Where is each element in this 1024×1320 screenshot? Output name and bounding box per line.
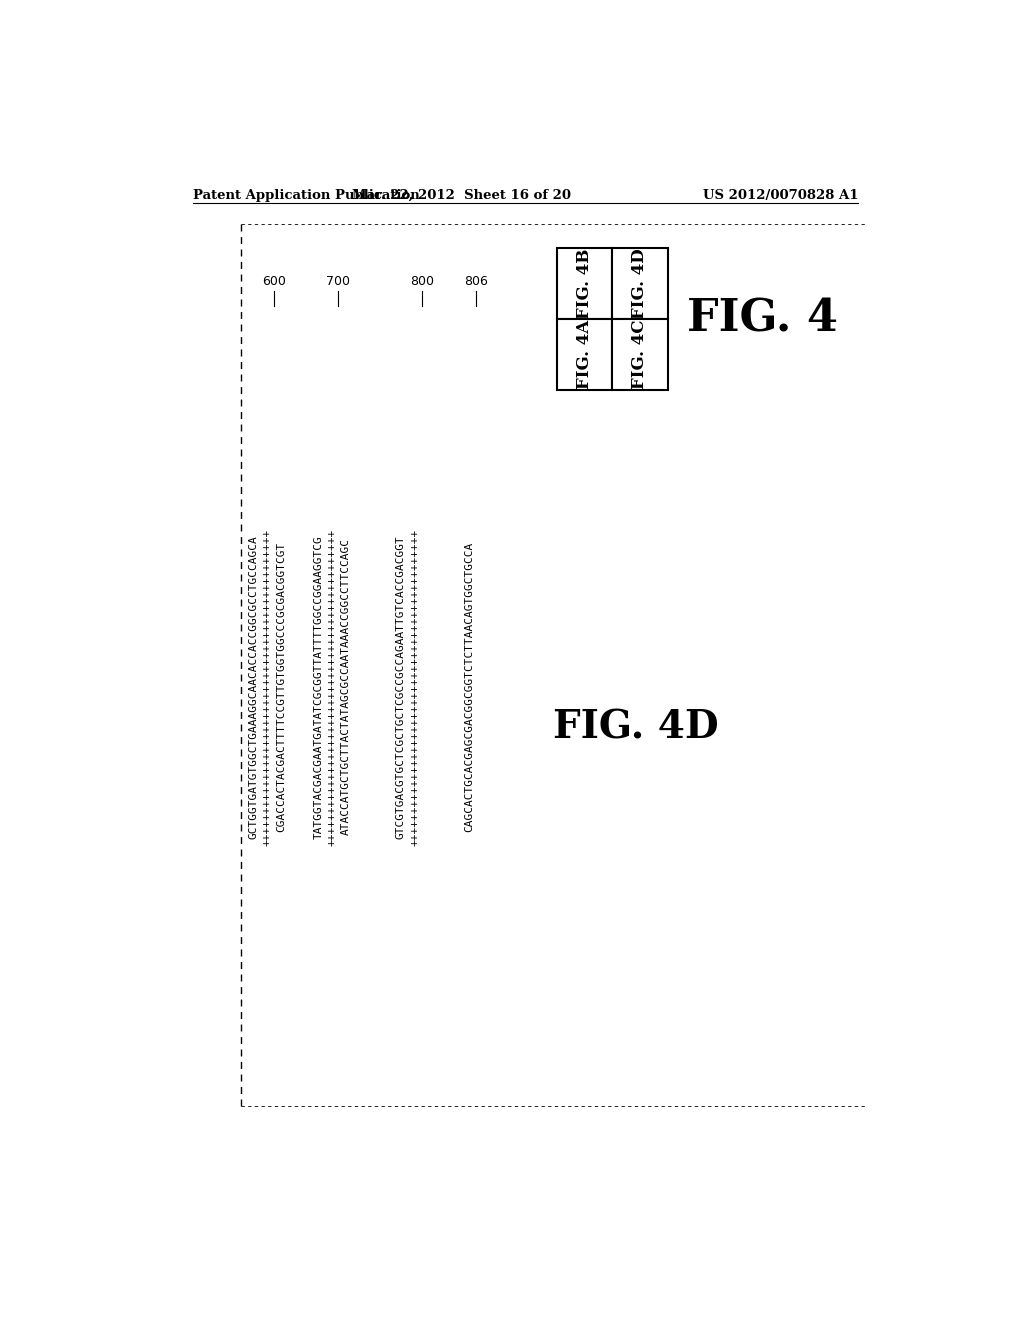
- Bar: [557, 319, 612, 391]
- Text: FIG. 4D: FIG. 4D: [553, 709, 719, 747]
- Text: TATGGTACGACGAATGATATCGCGGTTATTTTGGCCGGAAGGTCG: TATGGTACGACGAATGATATCGCGGTTATTTTGGCCGGAA…: [313, 535, 324, 838]
- Text: CAGCACTGCACGAGCGACGGCGGTCTCTTAACAGTGGCTGCCA: CAGCACTGCACGAGCGACGGCGGTCTCTTAACAGTGGCTG…: [464, 541, 474, 832]
- Text: 600: 600: [262, 276, 286, 289]
- Text: FIG. 4: FIG. 4: [687, 297, 839, 341]
- Bar: [557, 248, 612, 319]
- Text: 700: 700: [327, 276, 350, 289]
- Text: FIG. 4B: FIG. 4B: [575, 248, 593, 318]
- Text: US 2012/0070828 A1: US 2012/0070828 A1: [702, 189, 858, 202]
- Text: 800: 800: [410, 276, 433, 289]
- Bar: [612, 319, 668, 391]
- Text: ATACCATGCTGCTTACTATAGCGCCAATAAACCGGCCTTCCAGC: ATACCATGCTGCTTACTATAGCGCCAATAAACCGGCCTTC…: [340, 539, 350, 836]
- Text: 806: 806: [464, 276, 487, 289]
- Text: CGACCACTACGACTTTTCCGTTGTGGTGGCCCGCGACGGTCGT: CGACCACTACGACTTTTCCGTTGTGGTGGCCCGCGACGGT…: [276, 541, 286, 832]
- Text: GCTGGTGATGTGGCTGAAAGGCAACACCACCGGCGCCTGCCAGCA: GCTGGTGATGTGGCTGAAAGGCAACACCACCGGCGCCTGC…: [249, 535, 258, 838]
- Bar: [612, 248, 668, 319]
- Text: FIG. 4A: FIG. 4A: [575, 319, 593, 389]
- Text: +++++++++++++++++++++++++++++++++++++++++++++++: ++++++++++++++++++++++++++++++++++++++++…: [410, 528, 420, 846]
- Text: GTCGTGACGTGCTCGCTGCTCGCCGCCAGAATTGTCACCGACGGT: GTCGTGACGTGCTCGCTGCTCGCCGCCAGAATTGTCACCG…: [396, 535, 406, 838]
- Text: FIG. 4D: FIG. 4D: [632, 248, 648, 319]
- Text: +++++++++++++++++++++++++++++++++++++++++++++++: ++++++++++++++++++++++++++++++++++++++++…: [262, 528, 272, 846]
- Text: Patent Application Publication: Patent Application Publication: [194, 189, 420, 202]
- Text: FIG. 4C: FIG. 4C: [632, 319, 648, 389]
- Text: +++++++++++++++++++++++++++++++++++++++++++++++: ++++++++++++++++++++++++++++++++++++++++…: [327, 528, 337, 846]
- Text: Mar. 22, 2012  Sheet 16 of 20: Mar. 22, 2012 Sheet 16 of 20: [352, 189, 570, 202]
